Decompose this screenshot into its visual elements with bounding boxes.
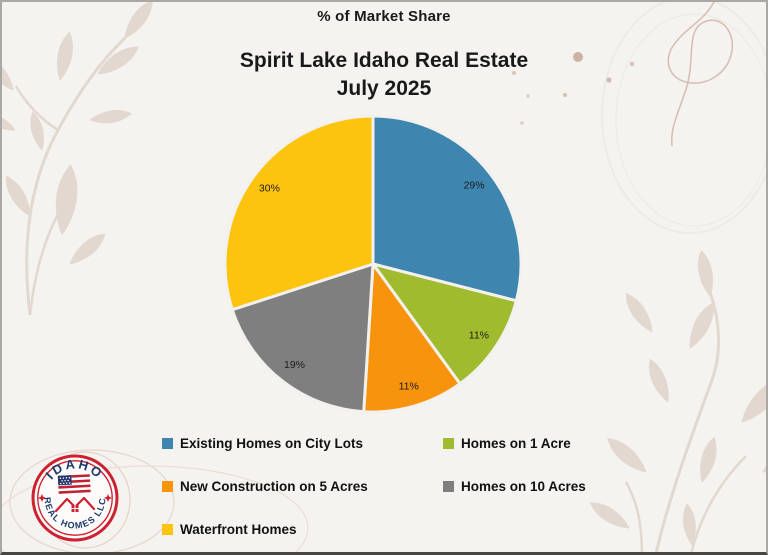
swirl-line-decoration	[667, 0, 734, 147]
legend-item: Homes on 10 Acres	[443, 478, 586, 494]
house-icon	[54, 496, 96, 513]
pie-slice-label: 11%	[399, 381, 419, 393]
chart-legend: Existing Homes on City Lots Homes on 1 Ac…	[162, 435, 586, 537]
leaf-branch-top-left-decoration	[0, 0, 158, 316]
pie-slice-1	[371, 114, 523, 303]
pie-slice-2	[371, 262, 518, 386]
dots-decoration	[512, 52, 634, 125]
idaho-real-homes-logo: IDAHO REAL HOMES LLC	[31, 454, 119, 542]
legend-item: Existing Homes on City Lots	[162, 435, 443, 451]
legend-label: Existing Homes on City Lots	[180, 435, 364, 451]
legend-swatch-icon	[443, 437, 454, 449]
legend-item: Waterfront Homes	[162, 521, 443, 537]
pie-chart: 29% 11% 11% 19% 30%	[223, 114, 523, 414]
pie-slice-4	[230, 262, 375, 414]
legend-item: New Construction on 5 Acres	[162, 478, 443, 494]
logo-outer-ring	[31, 454, 119, 542]
legend-item: Homes on 1 Acre	[443, 435, 586, 451]
legend-label: New Construction on 5 Acres	[180, 478, 368, 494]
pie-slice-label: 30%	[259, 183, 280, 195]
pie-slice-label: 19%	[284, 359, 305, 371]
chart-kicker: % of Market Share	[317, 8, 451, 25]
logo-star-right-icon	[104, 494, 112, 502]
pie-slice-5	[223, 114, 375, 312]
legend-swatch-icon	[162, 437, 173, 449]
chart-subtitle: July 2025	[336, 77, 432, 100]
chart-title: Spirit Lake Idaho Real Estate	[239, 49, 529, 72]
legend-label: Homes on 10 Acres	[461, 478, 586, 494]
logo-inner-ring	[37, 460, 113, 536]
legend-label: Waterfront Homes	[180, 521, 297, 537]
legend-label: Homes on 1 Acre	[461, 435, 571, 451]
leaf-branch-bottom-right-decoration	[586, 249, 768, 555]
legend-swatch-icon	[162, 523, 173, 535]
pie-slice-label: 29%	[464, 179, 485, 191]
pie-slice-label: 11%	[469, 330, 489, 342]
logo-star-left-icon	[38, 494, 46, 502]
american-flag-icon	[57, 474, 91, 494]
legend-swatch-icon	[162, 480, 173, 492]
legend-swatch-icon	[443, 480, 454, 492]
pie-slice-3	[362, 262, 462, 414]
